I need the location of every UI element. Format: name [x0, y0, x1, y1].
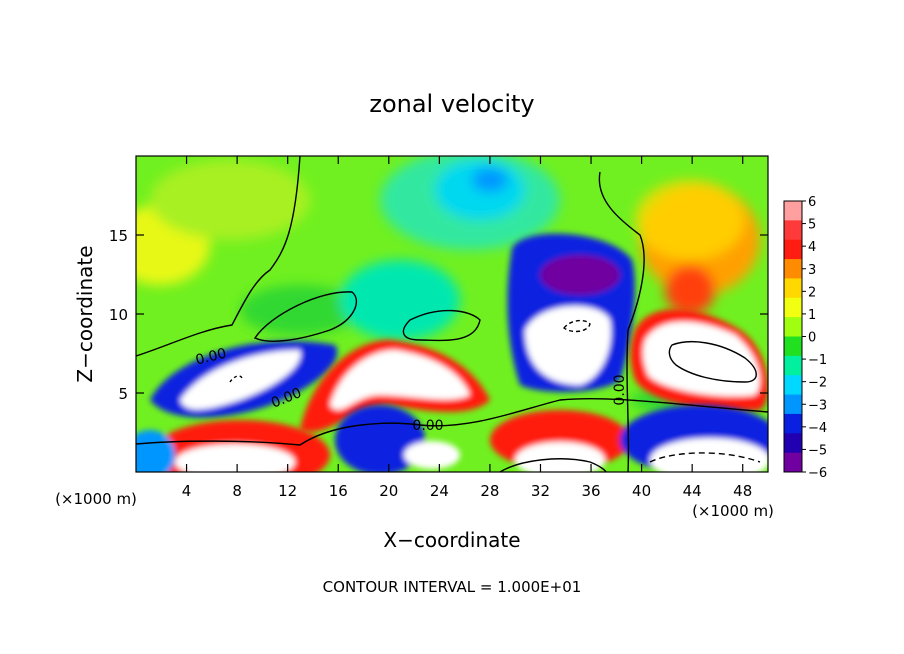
x-axis-ticks: 4 8 12 16 20 24 28 32 36 40 44 48 — [182, 156, 752, 500]
contour-label: 0.00 — [612, 374, 628, 405]
colorbar-swatch — [784, 394, 802, 415]
blob-green-left — [150, 160, 310, 240]
y-tick-label: 15 — [109, 227, 128, 245]
bottom-structures — [136, 405, 768, 472]
contour-labels: 0.00 0.00 0.00 0.00 — [194, 346, 628, 434]
colorbar: 6 5 4 3 2 1 0 −1 −2 −3 −4 −5 −6 — [783, 195, 827, 481]
blob-cyan-mid — [340, 260, 460, 340]
x-tick-label: 44 — [683, 482, 702, 500]
colorbar-tick-label: −2 — [808, 376, 827, 391]
contour-inner-right — [668, 341, 757, 383]
colorbar-tick-label: −3 — [808, 398, 827, 413]
x-tick-label: 8 — [232, 482, 242, 500]
colorbar-tick-label: −4 — [808, 421, 827, 436]
x-unit-left: (×1000 m) — [55, 490, 137, 508]
contour-label: 0.00 — [412, 418, 443, 434]
central-red-lobe — [300, 340, 490, 432]
blob-yellow-right — [635, 180, 745, 260]
x-tick-label: 20 — [379, 482, 398, 500]
contour-zero-bottom — [136, 397, 768, 446]
contour-bottom-mid — [499, 458, 607, 472]
colorbar-swatch — [784, 336, 802, 357]
colorbar-swatch — [784, 239, 802, 260]
x-tick-label: 16 — [329, 482, 348, 500]
y-axis-title: Z−coordinate — [73, 245, 97, 382]
x-axis-title: X−coordinate — [383, 528, 520, 552]
y-tick-label: 5 — [118, 385, 128, 403]
colorbar-swatch — [784, 355, 802, 376]
colorbar-swatch — [784, 375, 802, 396]
x-tick-label: 4 — [182, 482, 192, 500]
chart-title: zonal velocity — [369, 90, 534, 118]
contour-dashed-left-core — [229, 375, 243, 383]
colorbar-swatch — [784, 317, 802, 337]
colorbar-swatch — [784, 278, 802, 299]
x-tick-label: 40 — [632, 482, 651, 500]
contour-dashed-core — [563, 319, 591, 333]
left-blue-band — [150, 341, 338, 418]
colorbar-swatch — [784, 259, 802, 279]
x-tick-label: 12 — [278, 482, 297, 500]
colorbar-swatch — [784, 201, 802, 221]
contour-zero-left — [136, 156, 301, 357]
contour-zero-right — [598, 171, 645, 472]
colorbar-tick-label: −1 — [808, 353, 827, 368]
colorbar-swatch — [784, 297, 802, 318]
x-tick-label: 36 — [581, 482, 600, 500]
contour-label: 0.00 — [194, 346, 228, 369]
colorbar-swatch — [784, 220, 802, 241]
blob-blue-top — [472, 168, 508, 192]
colorbar-tick-label: 1 — [808, 308, 816, 323]
contour-lines — [136, 156, 768, 472]
colorbar-tick-label: −5 — [808, 443, 827, 458]
right-red-lobe — [630, 309, 768, 412]
colorbar-swatch — [784, 413, 802, 434]
x-unit-right: (×1000 m) — [692, 502, 774, 520]
x-tick-label: 28 — [480, 482, 499, 500]
x-tick-label: 24 — [430, 482, 449, 500]
blue-column — [507, 233, 635, 392]
y-tick-label: 10 — [109, 306, 128, 324]
colorbar-tick-label: 6 — [808, 195, 816, 210]
colorbar-swatch — [784, 452, 802, 473]
x-tick-label: 32 — [531, 482, 550, 500]
blob-red-right — [665, 265, 715, 315]
blob-lightblue-top — [435, 160, 525, 220]
x-tick-label: 48 — [733, 482, 752, 500]
colorbar-tick-label: 4 — [808, 240, 816, 255]
colorbar-tick-label: 0 — [808, 331, 816, 346]
y-axis-ticks: 5 10 15 — [109, 227, 768, 403]
contour-zero-center — [402, 309, 481, 342]
colorbar-swatch — [784, 433, 802, 454]
colorbar-tick-label: −6 — [808, 466, 827, 481]
heatmap-field: 0.00 0.00 0.00 0.00 — [136, 156, 768, 472]
contour-interval-footer: CONTOUR INTERVAL = 1.000E+01 — [323, 578, 582, 596]
colorbar-tick-label: 5 — [808, 218, 816, 233]
colorbar-tick-label: 3 — [808, 263, 816, 278]
contour-zero-upper-mid — [253, 291, 357, 342]
colorbar-tick-label: 2 — [808, 285, 816, 300]
